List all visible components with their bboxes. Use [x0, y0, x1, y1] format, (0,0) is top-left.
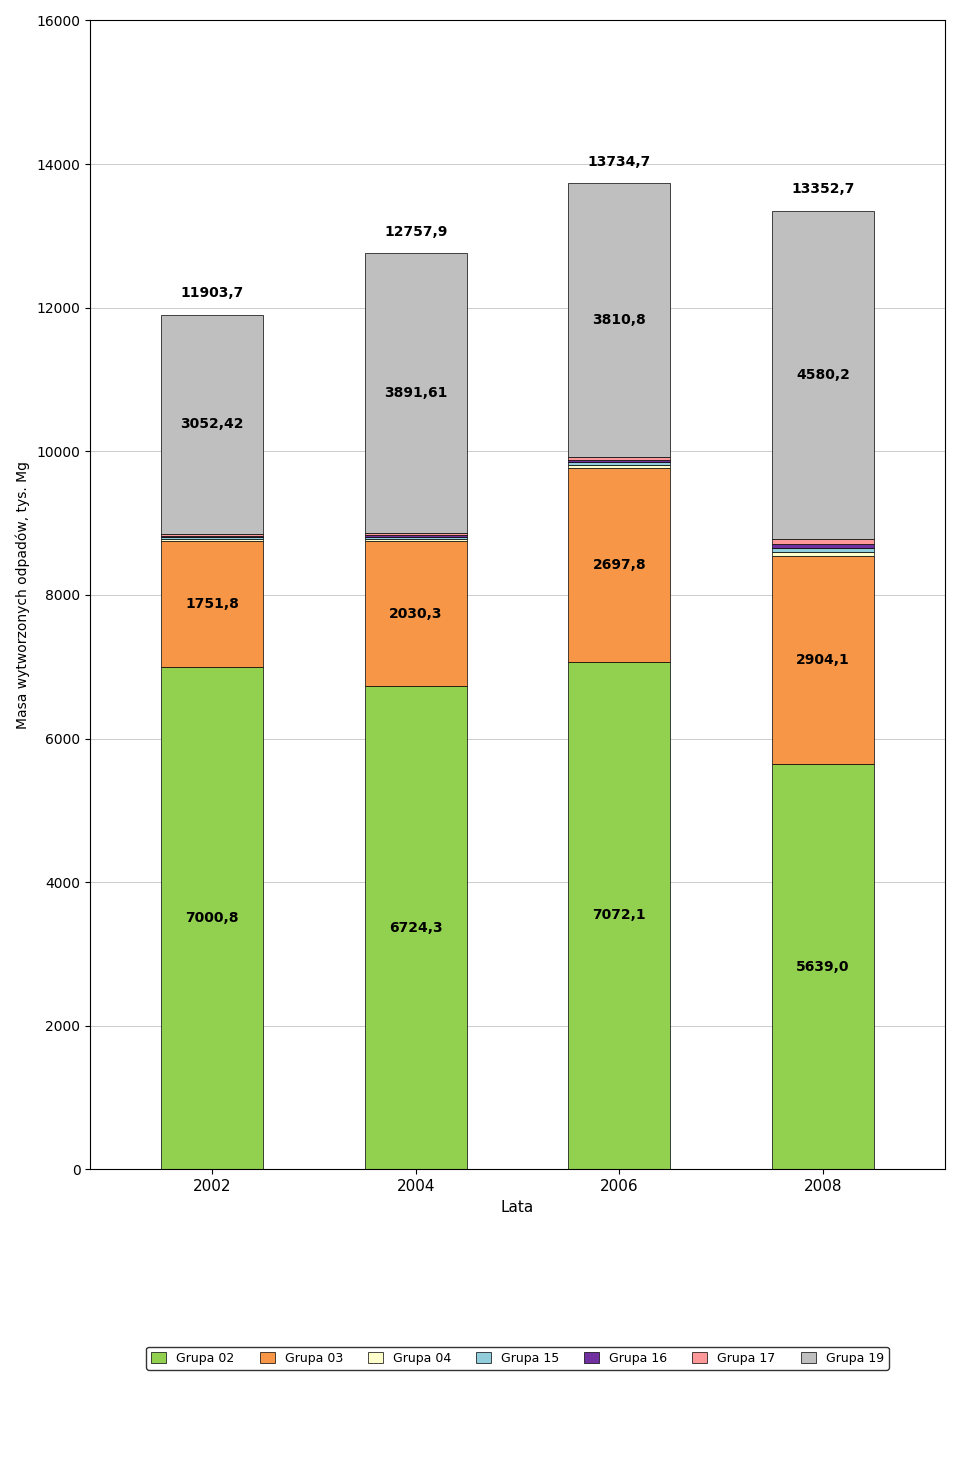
Bar — [772, 548, 874, 551]
Text: 3891,61: 3891,61 — [384, 387, 447, 400]
Text: 2697,8: 2697,8 — [592, 557, 646, 572]
Bar — [161, 534, 263, 535]
Bar — [161, 535, 263, 538]
Bar — [161, 538, 263, 539]
Bar — [365, 532, 467, 535]
Bar — [568, 462, 670, 465]
Bar — [365, 686, 467, 1169]
Bar — [772, 544, 874, 548]
Text: 11903,7: 11903,7 — [180, 287, 244, 300]
Legend: Grupa 02, Grupa 03, Grupa 04, Grupa 15, Grupa 16, Grupa 17, Grupa 19: Grupa 02, Grupa 03, Grupa 04, Grupa 15, … — [146, 1347, 889, 1370]
Text: 13352,7: 13352,7 — [791, 182, 854, 196]
Bar — [161, 667, 263, 1169]
Bar — [772, 539, 874, 544]
Bar — [161, 315, 263, 534]
Bar — [365, 253, 467, 532]
Bar — [365, 535, 467, 537]
Text: 13734,7: 13734,7 — [588, 154, 651, 169]
Y-axis label: Masa wytworzonych odpadów, tys. Mg: Masa wytworzonych odpadów, tys. Mg — [15, 462, 30, 729]
Bar — [161, 539, 263, 541]
Bar — [772, 551, 874, 556]
Text: 7000,8: 7000,8 — [185, 911, 239, 925]
Bar — [365, 538, 467, 541]
Text: 4580,2: 4580,2 — [796, 368, 850, 382]
Bar — [568, 467, 670, 662]
Text: 2904,1: 2904,1 — [796, 653, 850, 667]
Text: 3052,42: 3052,42 — [180, 417, 244, 431]
Text: 12757,9: 12757,9 — [384, 225, 447, 240]
X-axis label: Lata: Lata — [501, 1200, 534, 1214]
Text: 6724,3: 6724,3 — [389, 920, 443, 935]
Bar — [568, 662, 670, 1169]
Bar — [365, 537, 467, 538]
Text: 2030,3: 2030,3 — [389, 607, 443, 620]
Bar — [568, 465, 670, 467]
Text: 5639,0: 5639,0 — [796, 960, 850, 973]
Bar — [772, 210, 874, 539]
Bar — [568, 460, 670, 462]
Bar — [568, 184, 670, 457]
Bar — [772, 556, 874, 764]
Bar — [568, 457, 670, 460]
Text: 3810,8: 3810,8 — [592, 313, 646, 326]
Text: 1751,8: 1751,8 — [185, 597, 239, 610]
Bar — [365, 541, 467, 686]
Text: 7072,1: 7072,1 — [592, 908, 646, 922]
Bar — [161, 541, 263, 667]
Bar — [772, 764, 874, 1169]
